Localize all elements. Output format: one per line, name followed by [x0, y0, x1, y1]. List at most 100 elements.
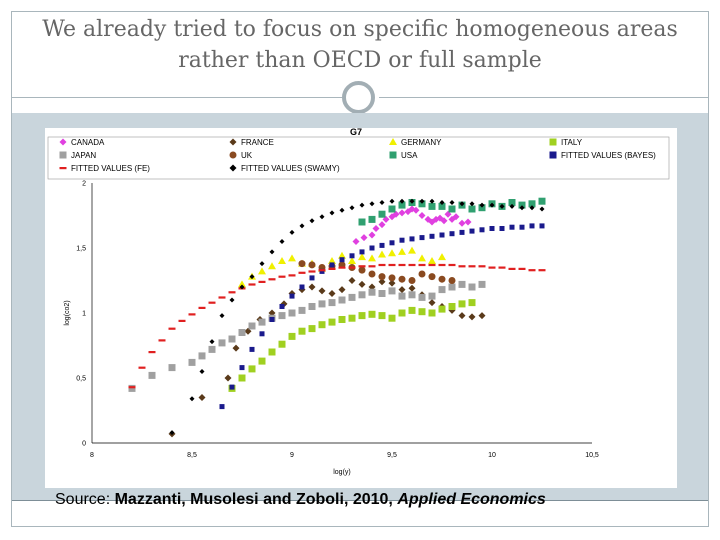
data-point: [308, 261, 316, 269]
data-point: [468, 205, 476, 213]
data-point: [258, 280, 266, 283]
data-point: [428, 299, 436, 307]
data-point: [489, 202, 495, 208]
data-point: [448, 215, 456, 223]
data-point: [328, 257, 336, 264]
data-point: [448, 263, 456, 267]
chart-title: G7: [350, 128, 362, 137]
data-point: [278, 340, 286, 348]
data-point: [378, 278, 386, 286]
data-point: [438, 263, 446, 267]
data-point: [368, 310, 376, 318]
data-point: [418, 212, 426, 219]
data-point: [398, 209, 406, 217]
legend-label: FITTED VALUES (BAYES): [561, 151, 656, 160]
data-point: [378, 250, 386, 258]
data-point: [358, 312, 366, 320]
data-point: [412, 206, 420, 214]
data-point: [448, 277, 456, 284]
data-point: [378, 263, 386, 267]
data-point: [518, 201, 526, 209]
y-tick-label: 1: [82, 311, 86, 318]
data-point: [508, 199, 516, 206]
data-point: [338, 266, 346, 269]
data-point: [318, 269, 326, 272]
data-point: [438, 305, 446, 313]
legend-marker: [549, 138, 557, 146]
slide-title: We already tried to focus on specific ho…: [11, 14, 709, 76]
data-point: [358, 291, 366, 299]
data-point: [239, 365, 245, 371]
data-point: [359, 202, 365, 208]
data-point: [338, 296, 346, 304]
title-divider-left: [11, 97, 342, 98]
data-point: [438, 275, 446, 283]
data-point: [399, 237, 405, 243]
data-point: [479, 227, 485, 233]
chart-points: [128, 197, 546, 438]
data-point: [318, 321, 326, 329]
y-axis-label: log(co2): [64, 300, 71, 325]
data-point: [379, 200, 385, 205]
data-point: [348, 314, 356, 322]
data-point: [258, 357, 266, 365]
data-point: [369, 245, 375, 251]
data-point: [188, 358, 196, 366]
data-point: [208, 345, 216, 353]
data-point: [298, 271, 306, 274]
data-point: [368, 215, 376, 223]
y-tick-label: 0,5: [76, 376, 86, 383]
data-point: [328, 290, 336, 297]
x-tick-label: 10,5: [585, 452, 599, 459]
data-point: [539, 223, 545, 229]
data-point: [328, 318, 336, 326]
data-point: [428, 202, 436, 210]
data-point: [378, 210, 386, 218]
data-point: [238, 329, 246, 336]
data-point: [468, 283, 476, 291]
data-point: [436, 214, 444, 222]
data-point: [232, 344, 240, 352]
data-point: [388, 263, 396, 267]
data-point: [279, 239, 285, 244]
data-point: [519, 224, 525, 230]
legend-label: UK: [241, 151, 253, 160]
data-point: [528, 269, 536, 272]
data-point: [358, 218, 366, 226]
data-point: [449, 200, 455, 205]
source-authors: Mazzanti, Musolesi and Zoboli, 2010,: [114, 491, 393, 508]
legend-label: ITALY: [561, 138, 583, 147]
data-point: [338, 286, 346, 294]
data-point: [348, 293, 356, 301]
legend-box: [47, 136, 670, 180]
legend-marker: [59, 167, 67, 170]
data-point: [319, 268, 325, 274]
data-point: [258, 267, 266, 275]
title-divider-right: [379, 97, 709, 98]
data-point: [458, 219, 466, 227]
data-point: [478, 312, 486, 320]
data-point: [359, 249, 365, 255]
data-point: [459, 229, 465, 235]
legend-label: FRANCE: [241, 138, 274, 147]
data-point: [418, 270, 426, 278]
data-point: [329, 262, 335, 268]
data-point: [428, 263, 436, 267]
data-point: [478, 204, 486, 212]
data-point: [298, 306, 306, 314]
chart-panel: G7 CANADA FRANCE GERMANY ITALY JAPAN UK USA FIT…: [45, 127, 677, 488]
data-point: [288, 332, 296, 340]
data-point: [388, 249, 396, 257]
data-point: [419, 198, 425, 204]
data-point: [448, 283, 456, 291]
data-point: [398, 286, 406, 294]
data-point: [519, 205, 525, 211]
data-point: [198, 394, 206, 401]
data-point: [449, 231, 455, 237]
data-point: [398, 275, 406, 283]
data-point: [409, 236, 415, 242]
legend-label: GERMANY: [401, 138, 442, 147]
data-point: [268, 348, 276, 356]
data-point: [298, 327, 306, 335]
data-point: [529, 205, 535, 211]
